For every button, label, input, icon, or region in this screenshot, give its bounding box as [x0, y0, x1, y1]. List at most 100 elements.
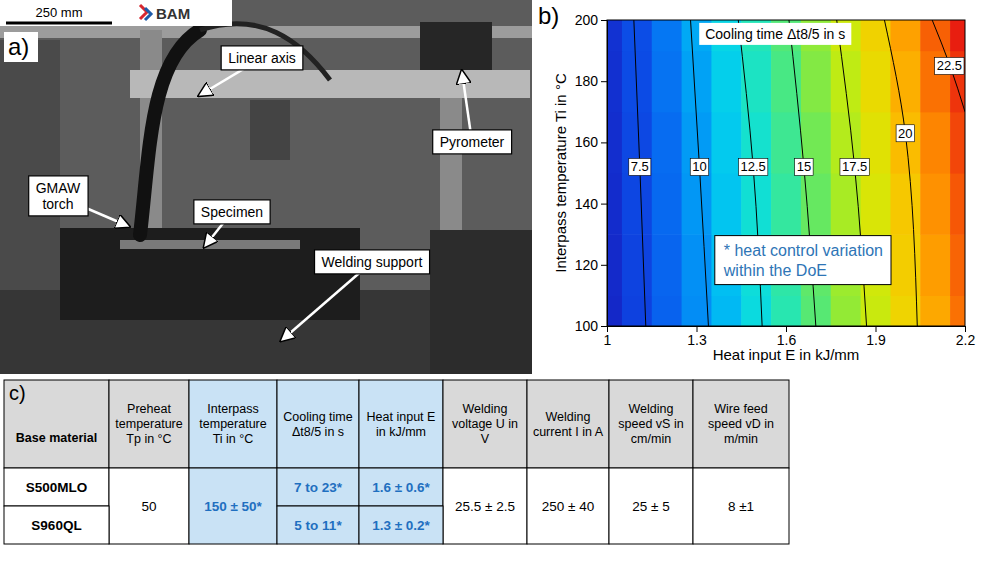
photo-background	[0, 0, 532, 374]
figure: 250 mmBAMa)Linear axisGMAWtorchSpecimenP…	[0, 0, 983, 564]
heatmap-cell	[682, 234, 712, 296]
column-header: Heat input Ein kJ/mm	[367, 410, 436, 439]
column-header: PreheattemperatureTp in °C	[115, 402, 182, 446]
callout-box	[221, 46, 303, 70]
table-cell	[527, 468, 609, 544]
torch-shape	[140, 30, 200, 235]
panel-label: b)	[538, 2, 559, 29]
tick-mark	[601, 142, 607, 143]
tick-label: 180	[575, 73, 599, 89]
tick: 2.2	[956, 326, 976, 348]
header-cell	[189, 380, 277, 468]
cell-text: S500MLO	[26, 480, 88, 495]
annotation-box	[699, 23, 851, 45]
header-cell	[609, 380, 693, 468]
header-cell	[277, 380, 359, 468]
heatmap-cell	[622, 295, 652, 326]
tick-label: 140	[575, 196, 599, 212]
column-header: Cooling timeΔt8/5 in s	[283, 410, 353, 439]
tick: 100	[575, 318, 607, 334]
header-cell	[693, 380, 789, 468]
heatmap-cell	[890, 112, 920, 174]
heatmap-cell	[607, 51, 623, 113]
heatmap-cell	[920, 112, 950, 174]
heatmap-cell	[711, 112, 741, 174]
heatmap-cell	[950, 20, 965, 51]
contour-label-patch	[795, 158, 813, 175]
heatmap-cell	[607, 234, 623, 296]
contour-label: 15	[797, 159, 811, 174]
photo-shape	[250, 100, 290, 160]
heatmap-cell	[920, 173, 950, 235]
header-cell	[4, 380, 109, 468]
heatmap-cell	[771, 173, 801, 235]
tick: 1.3	[687, 326, 707, 348]
table-cell	[277, 506, 359, 544]
annotation: Cooling time Δt8/5 in s	[705, 26, 845, 42]
tick-mark	[601, 204, 607, 205]
cell-text: 7 to 23*	[294, 480, 343, 495]
heatmap-cell	[652, 234, 682, 296]
tick-mark	[601, 20, 607, 21]
table-cell	[4, 468, 109, 506]
tick-mark	[601, 81, 607, 82]
heatmap-cell	[607, 20, 623, 51]
contour-label: 17.5	[842, 159, 867, 174]
heatmap-cell	[920, 234, 950, 296]
contour-label: 20	[898, 126, 912, 141]
column-header: Weldingvoltage U inV	[452, 402, 518, 446]
heatmap-cell	[861, 20, 891, 51]
photo-shape	[430, 230, 532, 374]
contour-label: 7.5	[631, 159, 649, 174]
heatmap-cell	[682, 51, 712, 113]
heatmap-cell	[950, 295, 965, 326]
x-axis-title: Heat input E in kJ/mm	[713, 346, 860, 363]
callout: GMAWtorch	[29, 176, 128, 226]
table-cell	[693, 468, 789, 544]
heatmap-cell	[711, 173, 741, 235]
cell-text: S960QL	[31, 518, 81, 533]
tick-label: 100	[575, 318, 599, 334]
tick-label: 160	[575, 134, 599, 150]
contour-line	[691, 20, 709, 326]
heatmap-cell	[950, 112, 965, 174]
tick-mark	[601, 326, 607, 327]
cell-text: 150 ± 50*	[204, 499, 262, 514]
callout-label: Pyrometer	[440, 134, 505, 150]
table-cell	[609, 468, 693, 544]
table-panel: Base material PreheattemperatureTp in °C I…	[4, 380, 789, 544]
heatmap-cell	[801, 51, 831, 113]
scale-bar	[6, 22, 112, 25]
contour-label-patch	[629, 158, 651, 175]
heatmap-cell	[771, 51, 801, 113]
logo-text: BAM	[156, 5, 190, 22]
heatmap-cell	[682, 173, 712, 235]
heatmap-cell	[652, 112, 682, 174]
table-cell	[4, 506, 109, 544]
chart-panel: 7.51012.51517.52022.511.31.61.92.2100120…	[538, 0, 981, 363]
heatmap-cell	[652, 51, 682, 113]
plot-frame	[607, 20, 965, 326]
photo-shape	[420, 22, 492, 70]
tick-label: 1	[604, 332, 612, 348]
x-axis: 11.31.61.92.2	[604, 326, 976, 348]
tick: 1	[604, 326, 612, 348]
heatmap-cell	[652, 295, 682, 326]
column-header: Base material	[16, 431, 97, 445]
heatmap-cell	[607, 295, 623, 326]
cell-text: 50	[141, 499, 156, 514]
tick-label: 2.2	[956, 332, 976, 348]
column-header: InterpasstemperatureTi in °C	[199, 402, 266, 446]
callout: Pyrometer	[433, 72, 512, 154]
table-cell	[359, 506, 443, 544]
heatmap-cell	[861, 173, 891, 235]
table-cell	[359, 468, 443, 506]
annotation: * heat control variationwithin the DoE	[723, 242, 883, 279]
callout-label: Welding support	[322, 254, 423, 270]
callout-box	[433, 130, 512, 154]
cell-text: 8 ±1	[728, 499, 754, 514]
tick: 1.6	[777, 326, 797, 348]
tick-label: 1.3	[687, 332, 707, 348]
heatmap-cell	[861, 51, 891, 113]
label-patch	[4, 32, 38, 62]
